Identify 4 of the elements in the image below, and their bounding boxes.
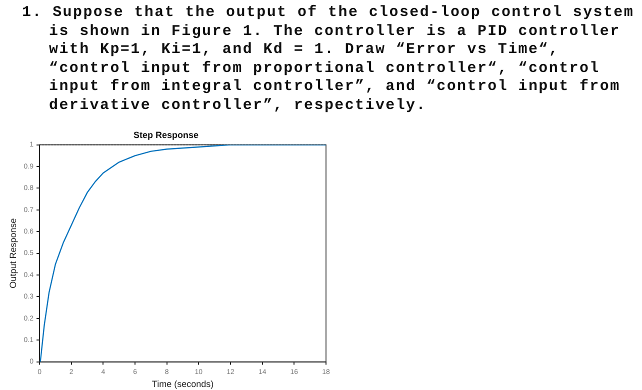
text: 1. Suppose that the output of the closed-loop control system is shown in Figure 1. The controller is a PID controller with Kp=1, Ki=1, and Kd = 1. Draw “Error vs Time“, “control input from proportional controller“, “control input from integral controller”, and “control input from derivative controller”, respectively. bbox=[22, 4, 636, 115]
x-axis-title: Time (seconds) bbox=[152, 379, 214, 390]
chart-title: Step Response bbox=[133, 130, 199, 140]
y-axis-title: Output Response bbox=[8, 218, 18, 288]
